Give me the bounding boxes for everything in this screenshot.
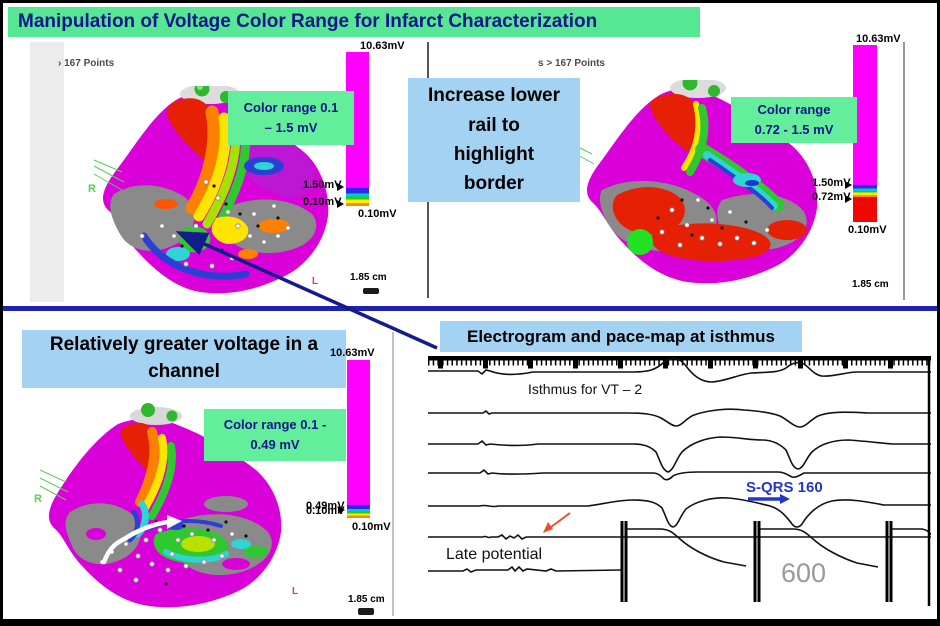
bl-voltage-map: R L bbox=[34, 403, 298, 608]
bl-scale-top-label: 10.63mV bbox=[330, 347, 375, 359]
sqrs-arrow bbox=[748, 494, 790, 504]
orientation-axes bbox=[39, 469, 69, 501]
map-green-blob bbox=[627, 229, 653, 255]
map-orange-patch bbox=[154, 199, 178, 209]
tl-scale-bar-rainbow bbox=[346, 188, 369, 206]
electrode-ball bbox=[141, 403, 155, 417]
map-channel-yellowgreen bbox=[181, 536, 215, 552]
map-orange-patch bbox=[238, 249, 258, 259]
map-blue-core bbox=[745, 180, 759, 186]
map-points-black bbox=[154, 520, 248, 586]
late-potential-arrow bbox=[543, 512, 571, 533]
map-green-arc bbox=[686, 104, 709, 176]
tl-points-label: › 167 Points bbox=[58, 58, 115, 69]
orientation-l-label: L bbox=[312, 276, 318, 287]
panel-edge-strip bbox=[30, 42, 64, 302]
tr-scale-bar-rainbow bbox=[853, 185, 877, 197]
bl-scale-bar-magenta bbox=[347, 360, 370, 505]
tr-voltage-map bbox=[575, 80, 818, 284]
electrode-ball bbox=[166, 410, 178, 422]
orientation-r-label: R bbox=[34, 493, 42, 505]
tl-scale-below-label: 0.10mV bbox=[358, 208, 397, 220]
bl-color-range-box: Color range 0.1 - 0.49 mV bbox=[204, 409, 346, 461]
tr-scale-below-label: 0.10mV bbox=[848, 224, 887, 236]
tr-distance-label: 1.85 cm bbox=[852, 279, 889, 290]
sqrs-label: S-QRS 160 bbox=[746, 479, 823, 496]
tr-panel-divider bbox=[903, 42, 905, 300]
map-high-voltage-red bbox=[166, 98, 212, 160]
bl-panel-divider bbox=[392, 332, 394, 616]
bl-scale-below-label: 0.10mV bbox=[352, 521, 391, 533]
late-potential-label: Late potential bbox=[446, 546, 542, 563]
map-high-voltage-red bbox=[120, 422, 156, 472]
channel-arrow bbox=[101, 515, 182, 565]
tr-scale-bar-red bbox=[853, 197, 877, 222]
tl-upper-rail-label: 1.50mV bbox=[303, 179, 342, 191]
tr-scale-bar-magenta bbox=[853, 45, 877, 185]
tl-scale-bar-magenta bbox=[346, 52, 369, 188]
time-ruler bbox=[428, 356, 931, 369]
map-point-tags bbox=[659, 197, 770, 248]
tr-upper-rail-arrow-icon bbox=[845, 181, 852, 189]
map-cyan-patch bbox=[231, 539, 251, 549]
map-orange-patch bbox=[258, 219, 290, 233]
tr-color-range-box: Color range 0.72 - 1.5 mV bbox=[731, 97, 857, 143]
tl-scale-ruler-icon bbox=[363, 288, 379, 294]
bl-distance-label: 1.85 cm bbox=[348, 594, 385, 605]
orientation-r-label: R bbox=[88, 183, 96, 195]
map-green-patch bbox=[244, 546, 268, 558]
pacing-decay-curves bbox=[627, 528, 931, 568]
map-magenta-patch bbox=[86, 528, 106, 540]
increase-lower-rail-note: Increase lower rail to highlight border bbox=[408, 78, 580, 202]
orientation-axes bbox=[93, 159, 125, 191]
map-cyan-core bbox=[254, 162, 274, 170]
tr-scale-top-label: 10.63mV bbox=[856, 33, 901, 45]
section-divider bbox=[0, 306, 940, 311]
tl-lower-rail-arrow-icon bbox=[337, 200, 344, 208]
map-high-voltage-red bbox=[649, 93, 698, 152]
electrogram-panel: Isthmus for VT – 2 S-QRS 160 Late potent… bbox=[428, 356, 931, 606]
map-low-voltage-red bbox=[651, 223, 771, 262]
greater-voltage-note: Relatively greater voltage in a channel bbox=[22, 330, 346, 388]
tr-mid-rail-arrow-icon bbox=[845, 195, 852, 203]
tl-scale-top-label: 10.63mV bbox=[360, 40, 405, 52]
orientation-l-label: L bbox=[292, 586, 298, 597]
electrogram-title: Electrogram and pace-map at isthmus bbox=[440, 321, 802, 352]
electrode-ball bbox=[682, 80, 698, 91]
map-low-voltage-red bbox=[612, 186, 685, 235]
bl-rail-label-overlap-a: 0.49mV bbox=[306, 500, 345, 512]
bl-scale-ruler-icon bbox=[358, 608, 374, 615]
tl-upper-rail-arrow-icon bbox=[337, 183, 344, 191]
tl-lower-rail-label: 0.10mV bbox=[303, 196, 342, 208]
map-low-voltage-red bbox=[767, 220, 807, 240]
page-title: Manipulation of Voltage Color Range for … bbox=[8, 7, 700, 37]
map-scar-gray bbox=[204, 496, 248, 512]
bl-scale-bar-rainbow bbox=[347, 505, 370, 518]
map-points-black bbox=[656, 198, 748, 237]
electrode-ball-highlight bbox=[197, 86, 203, 90]
map-magenta-patch bbox=[222, 558, 250, 570]
tr-upper-rail-label: 1.50mV bbox=[812, 177, 851, 189]
electrode-ball bbox=[708, 85, 720, 97]
bl-rail-label-overlap-b: 0.10mV bbox=[306, 505, 345, 517]
cycle-length-label: 600 bbox=[781, 558, 826, 588]
tr-mid-rail-label: 0.72mV bbox=[812, 191, 851, 203]
tr-points-label: s > 167 Points bbox=[538, 58, 605, 69]
isthmus-label: Isthmus for VT – 2 bbox=[528, 381, 642, 397]
bl-rail-arrow-icon bbox=[338, 506, 345, 514]
ecg-traces bbox=[428, 357, 931, 573]
tl-distance-label: 1.85 cm bbox=[350, 272, 387, 283]
tl-color-range-box: Color range 0.1 – 1.5 mV bbox=[228, 91, 354, 145]
pacing-spikes bbox=[620, 521, 893, 602]
map-yellow-arc bbox=[681, 101, 702, 171]
